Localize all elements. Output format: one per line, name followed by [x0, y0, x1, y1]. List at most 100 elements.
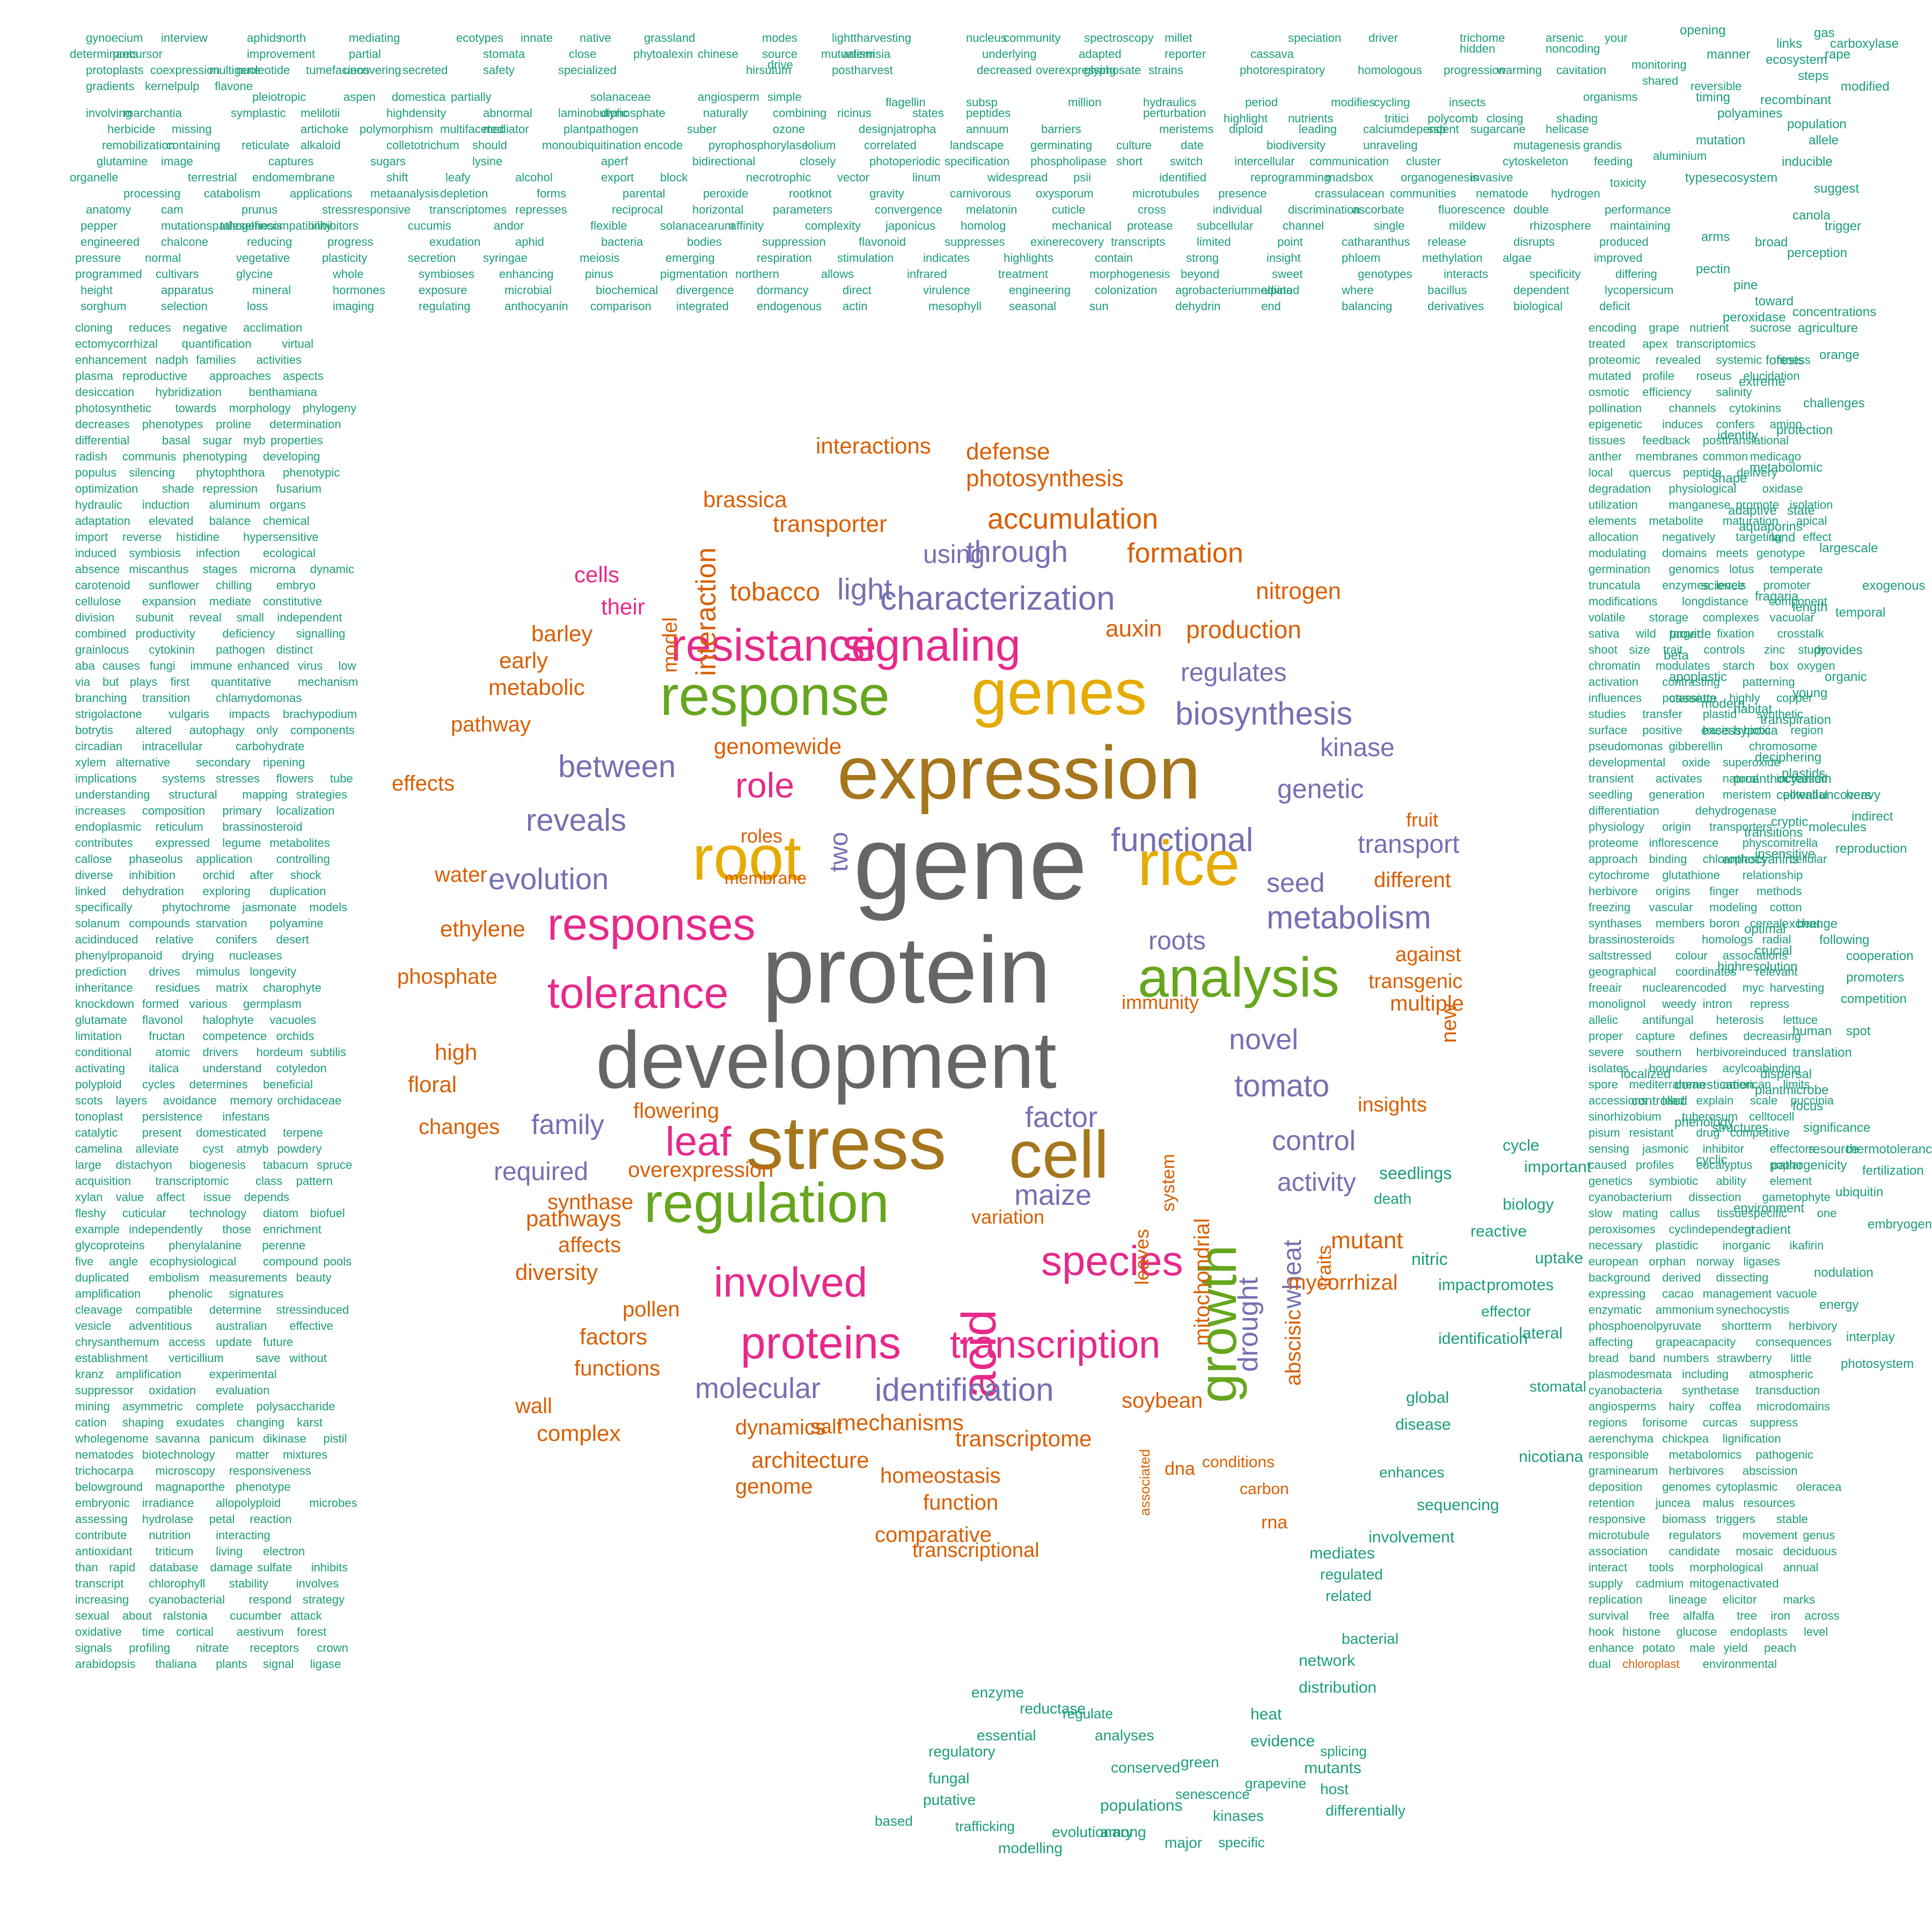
- word-channels: channels: [1668, 401, 1716, 415]
- word-including: including: [1682, 1367, 1729, 1381]
- word-diatom: diatom: [263, 1206, 299, 1220]
- word-tuberosum: tuberosum: [1682, 1110, 1738, 1123]
- word-derivatives: derivatives: [1428, 299, 1484, 313]
- word-photosynthesis: photosynthesis: [966, 465, 1124, 492]
- word-glutathione: glutathione: [1662, 868, 1720, 882]
- word-autophagy: autophagy: [189, 723, 245, 737]
- word-alleviate: alleviate: [135, 1142, 179, 1155]
- word-modifies: modifies: [1331, 96, 1375, 109]
- word-anatomy: anatomy: [86, 203, 131, 216]
- word-block: block: [660, 171, 688, 184]
- word-algae: algae: [1503, 251, 1532, 265]
- word-antioxidant: antioxidant: [75, 1545, 133, 1558]
- word-limits: limits: [1783, 1078, 1810, 1091]
- word-transitions: transitions: [1744, 825, 1803, 840]
- word-numbers: numbers: [1663, 1351, 1709, 1365]
- word-nucleotide: nucleotide: [236, 63, 290, 77]
- word-strains: strains: [1148, 63, 1183, 77]
- word-communities: communities: [1390, 187, 1457, 200]
- word-competition: competition: [1841, 992, 1907, 1006]
- word-partial: partial: [349, 47, 381, 61]
- word-parental: parental: [623, 187, 665, 200]
- word-proline: proline: [216, 418, 252, 431]
- word-synthases: synthases: [1589, 917, 1642, 930]
- word-modelling: modelling: [998, 1840, 1063, 1856]
- word-polyamines: polyamines: [1717, 106, 1783, 121]
- word-exchange: exchange: [1782, 917, 1838, 931]
- word-ecotypes: ecotypes: [456, 31, 504, 45]
- word-reverse: reverse: [122, 530, 162, 544]
- word-insects: insects: [1449, 96, 1486, 109]
- word-hidden: hidden: [1460, 42, 1496, 55]
- word-update: update: [216, 1335, 252, 1349]
- word-reticulum: reticulum: [155, 820, 203, 833]
- word-fitness: fitness: [1776, 353, 1811, 367]
- word-metabolomic: metabolomic: [1750, 460, 1823, 475]
- word-dependent: dependent: [1513, 283, 1569, 297]
- word-database: database: [149, 1561, 199, 1574]
- word-regulates: regulates: [1181, 658, 1287, 687]
- word-oxidation: oxidation: [149, 1384, 196, 1397]
- word-starch: starch: [1722, 659, 1755, 672]
- word-present: present: [142, 1126, 182, 1139]
- word-stomatal: stomatal: [1529, 1378, 1586, 1395]
- word-primary: primary: [222, 804, 262, 817]
- word-copper: copper: [1776, 691, 1813, 705]
- word-herbivores: herbivores: [1668, 1464, 1724, 1477]
- word-endoplasmic: endoplasmic: [75, 820, 142, 833]
- word-fungi: fungi: [149, 659, 175, 672]
- word-embryonic: embryonic: [75, 1496, 130, 1510]
- word-tomato: tomato: [1234, 1069, 1330, 1103]
- word-monitoring: monitoring: [1631, 58, 1687, 71]
- word-interactions: interactions: [816, 433, 931, 458]
- word-endoplasts: endoplasts: [1730, 1625, 1788, 1638]
- word-flavone: flavone: [215, 79, 253, 93]
- word-compound: compound: [263, 1255, 318, 1268]
- word-vacuolar: vacuolar: [1769, 611, 1814, 624]
- word-retention: retention: [1589, 1496, 1635, 1510]
- word-finger: finger: [1709, 884, 1739, 898]
- word-suppressor: suppressor: [75, 1384, 134, 1397]
- word-phenotyping: phenotyping: [182, 450, 247, 463]
- word-designjatropha: designjatropha: [859, 122, 936, 136]
- word-soybean: soybean: [1122, 1389, 1203, 1413]
- word-allocation: allocation: [1589, 530, 1638, 544]
- word-endogenous: endogenous: [757, 299, 822, 313]
- word-tools: tools: [1649, 1561, 1674, 1574]
- word-apical: apical: [1796, 514, 1827, 528]
- word-evolutionary: evolutionary: [1052, 1824, 1133, 1840]
- word-response: response: [660, 665, 890, 727]
- word-decreases: decreases: [75, 418, 130, 431]
- word-approaches: approaches: [209, 369, 271, 383]
- word-modulates: modulates: [1655, 659, 1710, 672]
- word-relative: relative: [155, 933, 194, 946]
- word-affecting: affecting: [1589, 1335, 1633, 1349]
- word-taleselfincompatibility: taleselfincompatibility: [220, 219, 332, 232]
- word-melatonin: melatonin: [966, 203, 1018, 216]
- word-plants: plants: [216, 1657, 247, 1671]
- word-living: living: [216, 1545, 243, 1558]
- word-pattern: pattern: [296, 1174, 333, 1188]
- word-vector: vector: [837, 171, 869, 184]
- word-fleshy: fleshy: [75, 1206, 106, 1220]
- word-dormancy: dormancy: [757, 283, 809, 297]
- word-target: target: [1670, 627, 1700, 640]
- word-biodiversity: biodiversity: [1267, 138, 1326, 152]
- word-close: close: [569, 47, 597, 61]
- word-mapping: mapping: [242, 788, 288, 801]
- word-highlights: highlights: [1004, 251, 1053, 265]
- word-beauty: beauty: [296, 1271, 332, 1284]
- word-cleavage: cleavage: [75, 1303, 123, 1316]
- word-kranz: kranz: [75, 1367, 104, 1381]
- word-coexpression: coexpression: [150, 63, 220, 77]
- word-cytokinin: cytokinin: [149, 643, 195, 656]
- word-responses: responses: [547, 899, 756, 949]
- word-activating: activating: [75, 1062, 125, 1075]
- word-biofuel: biofuel: [310, 1206, 345, 1220]
- word-irradiance: irradiance: [142, 1496, 194, 1510]
- word-free: free: [1649, 1609, 1670, 1622]
- word-regulators: regulators: [1668, 1528, 1722, 1542]
- word-date: date: [1181, 138, 1204, 152]
- word-phenology: phenology: [1674, 1115, 1734, 1130]
- word-low: low: [338, 659, 356, 672]
